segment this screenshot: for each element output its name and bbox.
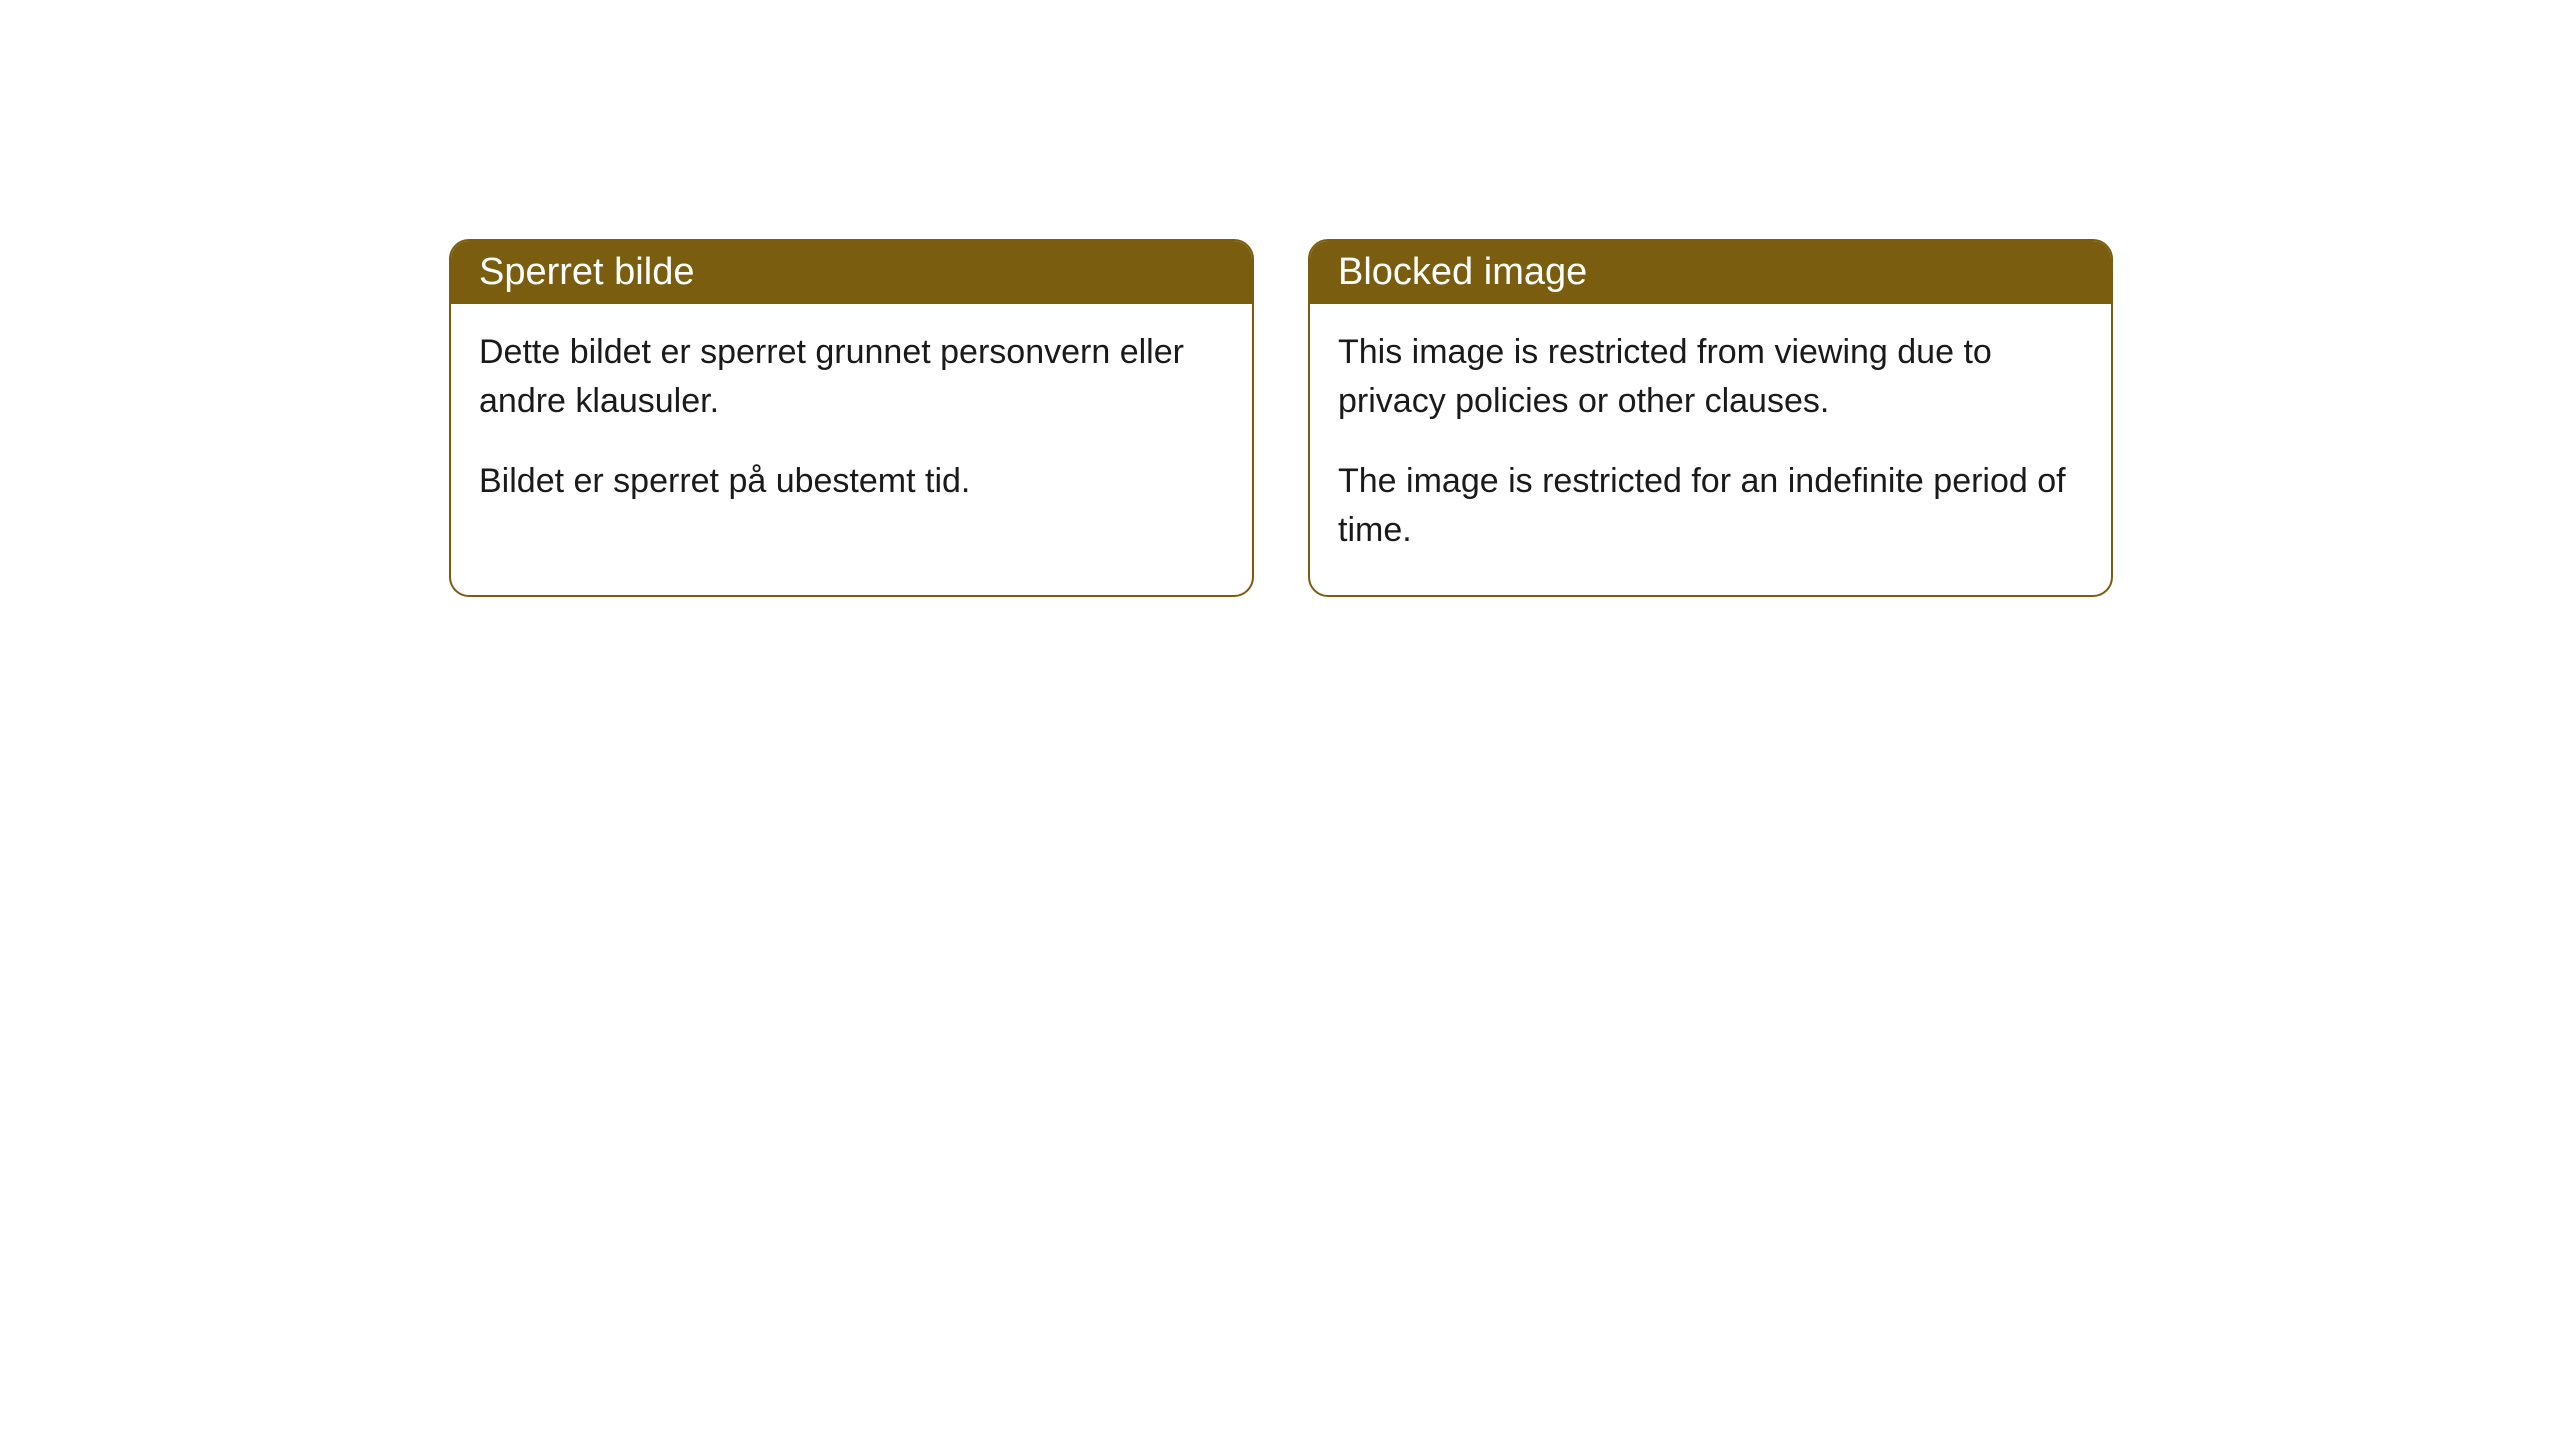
card-header: Sperret bilde	[451, 241, 1252, 304]
notice-card-english: Blocked image This image is restricted f…	[1308, 239, 2113, 597]
card-body: This image is restricted from viewing du…	[1310, 304, 2111, 595]
notice-cards-container: Sperret bilde Dette bildet er sperret gr…	[449, 239, 2113, 597]
notice-card-norwegian: Sperret bilde Dette bildet er sperret gr…	[449, 239, 1254, 597]
card-paragraph: The image is restricted for an indefinit…	[1338, 457, 2083, 556]
card-paragraph: Bildet er sperret på ubestemt tid.	[479, 457, 1224, 506]
card-paragraph: Dette bildet er sperret grunnet personve…	[479, 328, 1224, 427]
card-title: Sperret bilde	[479, 251, 694, 293]
card-header: Blocked image	[1310, 241, 2111, 304]
card-title: Blocked image	[1338, 251, 1587, 293]
card-paragraph: This image is restricted from viewing du…	[1338, 328, 2083, 427]
card-body: Dette bildet er sperret grunnet personve…	[451, 304, 1252, 546]
